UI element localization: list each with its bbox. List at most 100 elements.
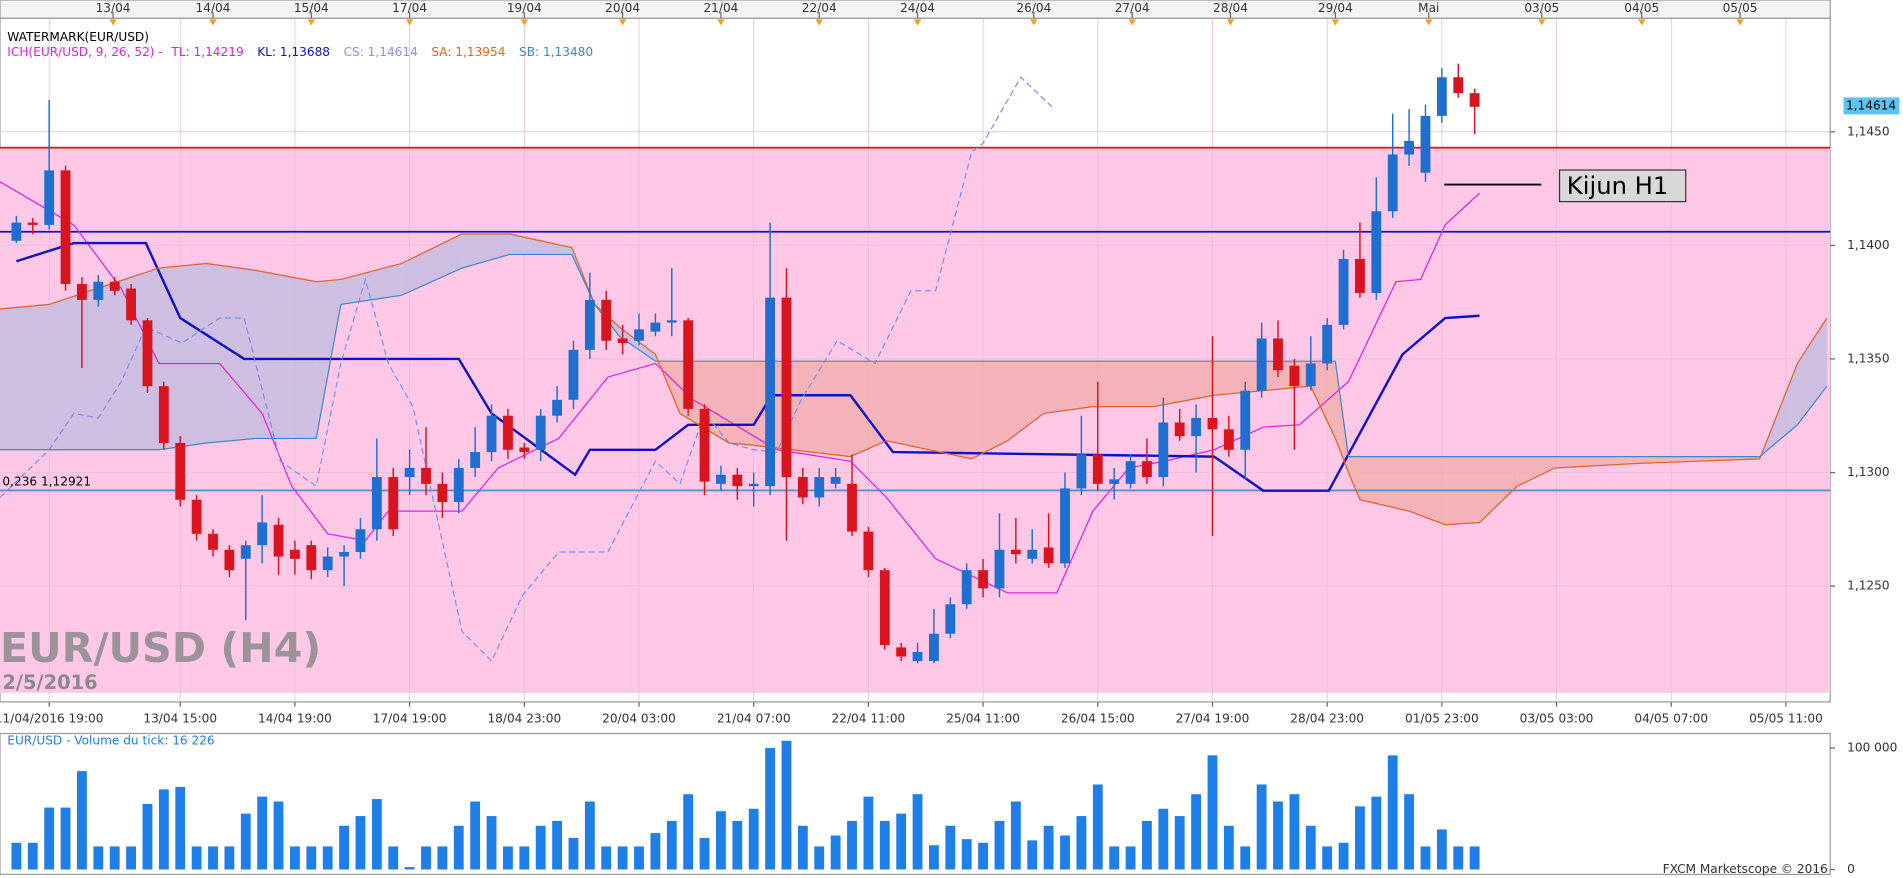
candle-body [896, 647, 907, 657]
candle-body [863, 531, 874, 571]
last-price-label: 1,14614 [1846, 98, 1896, 112]
volume-bar [142, 803, 153, 870]
volume-bar [11, 842, 22, 870]
candle-body [650, 322, 661, 332]
top-tick-marker [109, 19, 117, 26]
cloud [1043, 361, 1093, 414]
candle-body [1207, 417, 1218, 430]
candle-body [355, 529, 366, 553]
volume-bar [1322, 846, 1333, 870]
volume-bar [273, 801, 284, 870]
x-tick-label: 25/04 11:00 [946, 711, 1020, 725]
cloud [1359, 456, 1410, 512]
legend-item: CS: 1,14614 [344, 45, 419, 59]
volume-bar [1240, 846, 1251, 870]
candle-body [929, 633, 939, 662]
candle-body [421, 467, 431, 484]
cloud [462, 234, 510, 269]
candle-body [584, 299, 595, 350]
top-axis [0, 0, 1831, 19]
volume-bar [601, 846, 612, 870]
top-tick-label: 21/04 [703, 1, 738, 15]
x-tick-label: 13/04 15:00 [143, 711, 217, 725]
x-tick-label: 01/05 23:00 [1405, 711, 1479, 725]
candle-body [1305, 363, 1316, 387]
candle-body [486, 415, 497, 453]
candle-body [1453, 77, 1464, 94]
indicator-line [0, 181, 1480, 594]
volume-bar [1010, 801, 1021, 870]
candle-body [830, 477, 841, 484]
indicator-line [0, 233, 1828, 526]
top-tick-marker [1030, 19, 1038, 26]
volume-bar [978, 842, 989, 870]
candle-body [879, 570, 890, 646]
candle-body [126, 288, 136, 321]
volume-bar [1191, 794, 1202, 870]
volume-bar [847, 820, 857, 870]
volume-bar [1355, 806, 1365, 870]
cloud [255, 270, 317, 439]
top-tick-label: 27/04 [1115, 1, 1150, 15]
legend-item: SB: 1,13480 [519, 45, 593, 59]
candle-body [1289, 365, 1300, 387]
volume-bar [77, 771, 87, 870]
x-tick-label: 20/04 03:00 [602, 711, 676, 725]
volume-bar [306, 846, 317, 870]
candle-body [371, 477, 382, 530]
volume-bar [60, 807, 71, 870]
volume-bar [896, 813, 907, 870]
candle-body [1240, 390, 1251, 450]
top-tick-label: 24/04 [900, 1, 935, 15]
top-tick-label: 13/04 [96, 1, 131, 15]
cloud [206, 263, 256, 443]
volume-bar [339, 825, 349, 870]
candle-body [781, 297, 792, 478]
indicator-legend: ICH(EUR/USD, 9, 26, 52) - TL: 1,14219 KL… [7, 45, 593, 59]
volume-bar [290, 846, 300, 870]
top-tick-label: 20/04 [605, 1, 640, 15]
y-tick-label: 1,1250 [1847, 579, 1889, 593]
volume-bar [437, 846, 448, 870]
top-tick-marker [717, 19, 725, 26]
candle-body [568, 349, 579, 400]
volume-bar [765, 748, 776, 870]
candle-body [109, 281, 120, 291]
volume-bar [552, 820, 562, 870]
volume-bar [879, 820, 890, 870]
volume-bar [945, 825, 956, 870]
candle-body [142, 320, 153, 387]
cloud [158, 263, 207, 450]
candle-body [1142, 461, 1152, 478]
volume-bar [1027, 840, 1038, 870]
cloud [401, 234, 463, 296]
candle-body [1469, 93, 1480, 107]
volume-bar [1207, 755, 1218, 870]
candle-body [797, 477, 808, 498]
top-tick-marker [1538, 19, 1546, 26]
fib-label: 0,236 1,12921 [2, 475, 91, 489]
volume-bar [1305, 825, 1316, 870]
candle-body [273, 524, 284, 557]
volume-bar [1436, 829, 1447, 870]
candle-body [1223, 429, 1234, 450]
volume-bar [240, 813, 251, 870]
indicator-line [0, 253, 1828, 458]
candle-body [290, 549, 300, 559]
volume-bar [1387, 755, 1398, 870]
candle-body [1076, 454, 1087, 489]
candle-body [945, 604, 956, 634]
candle-body [191, 499, 202, 534]
volume-bar [650, 833, 661, 870]
volume-bar [126, 846, 136, 870]
cloud [1554, 456, 1639, 468]
candle-body [1338, 258, 1349, 325]
volume-bar [634, 846, 644, 870]
top-tick-label: 19/04 [507, 1, 542, 15]
volume-bar [257, 796, 268, 870]
volume-bar [617, 846, 628, 870]
volume-bar [716, 811, 726, 870]
top-tick-marker [1638, 19, 1646, 26]
cloud [1007, 361, 1044, 441]
